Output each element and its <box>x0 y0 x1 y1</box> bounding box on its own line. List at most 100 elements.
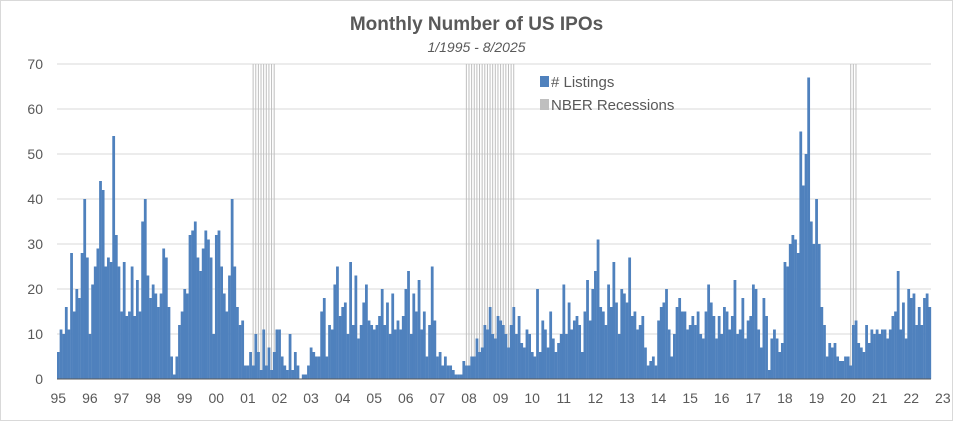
listing-bar <box>70 253 73 379</box>
listing-bar <box>201 248 205 379</box>
listing-bar <box>64 307 68 379</box>
listing-bar <box>620 289 624 379</box>
listing-bar <box>393 329 397 379</box>
listing-bar <box>309 347 313 379</box>
listing-bar <box>80 253 84 379</box>
listing-bar <box>904 338 908 379</box>
listing-bar <box>386 302 389 379</box>
listing-bar <box>251 365 255 379</box>
listing-bar <box>357 338 360 379</box>
listing-bar <box>162 248 166 379</box>
listing-bar <box>330 329 334 379</box>
listing-bar <box>209 257 213 379</box>
listing-bar <box>380 289 384 379</box>
listing-bar <box>59 329 63 379</box>
listing-bar <box>193 221 197 379</box>
listing-bar <box>546 347 550 379</box>
listing-bar <box>770 338 774 379</box>
listing-bar <box>846 356 850 379</box>
listing-bar <box>67 329 71 379</box>
listing-bar <box>417 280 421 379</box>
listing-bar <box>733 280 737 379</box>
x-tick-label: 10 <box>524 390 540 406</box>
listing-bar <box>446 365 450 379</box>
legend-label-listings: # Listings <box>551 74 614 91</box>
listing-bar <box>833 343 837 379</box>
listing-bar <box>441 365 445 379</box>
listing-bar <box>815 199 818 379</box>
listing-bar <box>320 311 324 379</box>
listing-bar <box>312 352 316 379</box>
listing-bar <box>886 338 890 379</box>
listing-bar <box>617 334 621 379</box>
listing-bar <box>283 365 287 379</box>
listing-bar <box>172 374 176 379</box>
listing-bar <box>241 320 245 379</box>
listing-bar <box>746 320 750 379</box>
listing-bar <box>117 266 121 379</box>
listing-bar <box>536 289 539 379</box>
listing-bar <box>343 302 347 379</box>
listing-bar <box>544 329 547 379</box>
listing-bar <box>828 343 832 379</box>
legend-label-recessions: NBER Recessions <box>551 97 674 114</box>
listing-bar <box>154 293 158 379</box>
listing-bar <box>852 325 855 379</box>
y-tick-label: 10 <box>27 326 43 342</box>
listing-bar <box>207 239 210 379</box>
listing-bar <box>185 293 189 379</box>
legend-swatch-recessions <box>540 99 549 110</box>
listing-bar <box>859 347 863 379</box>
listing-bar <box>694 325 697 379</box>
listing-bar <box>862 352 866 379</box>
listing-bar <box>870 329 874 379</box>
listing-bar <box>483 325 487 379</box>
listing-bar <box>594 271 597 379</box>
listing-bar <box>199 271 202 379</box>
listing-bar <box>146 275 150 379</box>
listing-bar <box>346 334 350 379</box>
listing-bar <box>83 199 87 379</box>
listing-bar <box>741 298 745 379</box>
listing-bar <box>362 302 366 379</box>
listing-bar <box>704 311 708 379</box>
listing-bar <box>396 320 400 379</box>
listing-bar <box>894 311 897 379</box>
listing-bar <box>304 374 308 379</box>
listing-bar <box>278 329 281 379</box>
listing-bar <box>633 311 637 379</box>
y-tick-label: 30 <box>27 236 43 252</box>
listing-bar <box>338 316 342 379</box>
listing-bar <box>317 356 321 379</box>
listing-bar <box>823 325 826 379</box>
listing-bar <box>451 370 455 379</box>
listing-bar <box>130 266 134 379</box>
listing-bar <box>217 230 221 379</box>
listing-bar <box>820 307 824 379</box>
listing-bar <box>275 329 279 379</box>
listing-bar <box>530 352 534 379</box>
listing-bar <box>109 262 113 379</box>
listing-bar <box>541 320 545 379</box>
listing-bar <box>762 298 766 379</box>
listing-bar <box>422 311 426 379</box>
listing-bar <box>891 316 895 379</box>
listing-bar <box>549 311 553 379</box>
listing-bar <box>372 329 376 379</box>
listing-bar <box>788 244 792 379</box>
listing-bar <box>559 334 563 379</box>
listing-bar <box>175 356 179 379</box>
listing-bar <box>433 320 437 379</box>
listing-bar <box>383 325 387 379</box>
listing-bar <box>238 325 242 379</box>
listing-bar <box>607 284 610 379</box>
listing-bar <box>254 334 258 379</box>
listing-bar <box>336 266 339 379</box>
x-tick-label: 20 <box>840 390 856 406</box>
listing-bar <box>730 316 734 379</box>
listing-bar <box>812 244 816 379</box>
listing-bar <box>322 298 326 379</box>
listing-bar <box>259 370 263 379</box>
listing-bar <box>93 266 97 379</box>
